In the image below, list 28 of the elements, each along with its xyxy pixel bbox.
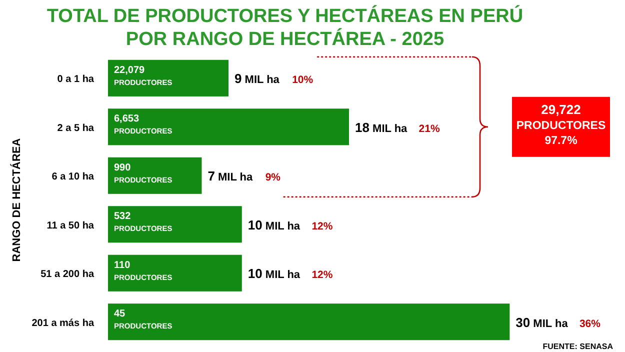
bar <box>108 108 349 146</box>
y-tick-label: 2 a 5 ha <box>57 122 94 134</box>
text: 29,722 PRODUCTORES 97.7% <box>516 102 606 147</box>
bar <box>108 304 510 340</box>
text: 36% <box>579 318 602 330</box>
data-label: 10 MIL ha <box>248 217 301 232</box>
annotation: 10% <box>292 74 314 86</box>
y-axis-title: RANGO DE HECTÁREA <box>10 138 23 262</box>
annotation: 12% <box>312 269 334 282</box>
y-tick-label: 201 a más ha <box>32 318 94 329</box>
annotation: 21% <box>418 122 440 135</box>
data-label: 18 MIL ha <box>355 120 408 135</box>
annotation: 12% <box>312 220 334 232</box>
y-tick-label: 11 a 50 ha <box>46 220 94 232</box>
data-label: 9 MIL ha <box>234 71 280 86</box>
bar <box>108 157 202 194</box>
y-tick-label: 6 a 10 ha <box>52 172 94 183</box>
annotation: 9% <box>265 172 282 184</box>
chart-title: TOTAL DE PRODUCTORES Y HECTÁREAS EN PERÚ POR RANGO DE HECTÁREA - 2025 <box>46 5 524 50</box>
y-tick-label: 51 a 200 ha <box>40 269 94 280</box>
source-note: FUENTE: SENASA <box>542 342 614 351</box>
data-label: 30 MIL ha <box>516 314 569 330</box>
bar <box>108 206 242 243</box>
bar <box>108 60 228 96</box>
data-label: 7 MIL ha <box>208 168 254 184</box>
bar <box>108 254 242 292</box>
y-tick-label: 0 a 1 ha <box>57 74 94 86</box>
data-label: 10 MIL ha <box>248 266 301 282</box>
